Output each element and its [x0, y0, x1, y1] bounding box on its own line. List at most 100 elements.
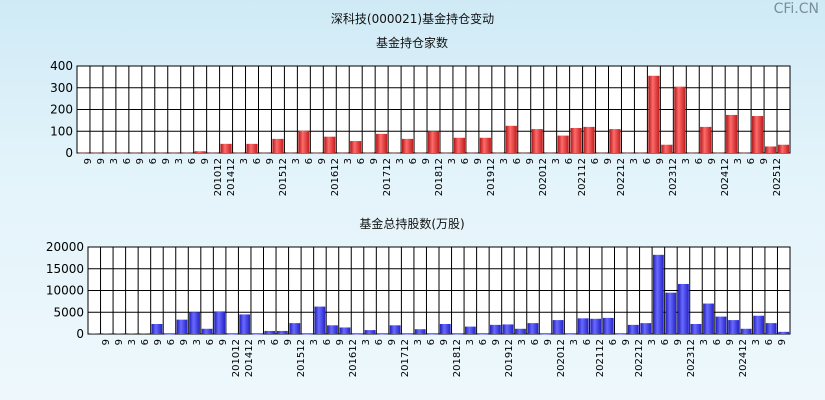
y-tick-label: 100: [50, 124, 73, 138]
x-tick-label: 9: [439, 339, 450, 345]
x-tick-label: 9: [101, 339, 112, 345]
x-tick-label: 6: [660, 339, 671, 345]
x-tick-label: 9: [759, 158, 770, 164]
bar: [301, 333, 313, 335]
bar: [466, 152, 478, 154]
bar: [103, 152, 115, 154]
bar: [728, 320, 739, 334]
bar: [337, 152, 349, 154]
x-tick-label: 6: [148, 158, 159, 164]
x-tick-label: 9: [265, 158, 276, 164]
bar: [88, 333, 100, 334]
bar: [90, 152, 103, 154]
x-tick-label: 9: [317, 158, 328, 164]
bar: [452, 333, 464, 335]
x-tick-label: 6: [166, 339, 177, 345]
bar: [324, 136, 336, 153]
x-tick-label: 6: [408, 158, 419, 164]
x-tick-label: 6: [590, 158, 601, 164]
bar: [527, 323, 539, 334]
bar: [155, 152, 167, 154]
bar: [687, 152, 699, 154]
bar: [700, 126, 712, 153]
bar: [77, 152, 90, 154]
x-tick-label: 9: [473, 158, 484, 164]
x-tick-label: 3: [733, 158, 744, 164]
watermark: CFi.CN: [773, 1, 819, 17]
x-tick-label: 9: [387, 339, 398, 345]
bar: [311, 152, 323, 154]
y-tick-label: 0: [65, 146, 73, 160]
bar: [214, 311, 226, 334]
bar: [615, 333, 627, 335]
bar: [126, 333, 138, 334]
x-tick-label: 201012: [213, 158, 224, 196]
bar: [427, 333, 439, 335]
bar: [239, 314, 251, 334]
bar: [661, 144, 673, 153]
x-tick-label: 202212: [616, 158, 627, 196]
x-tick-label: 9: [96, 158, 107, 164]
x-tick-label: 9: [218, 339, 229, 345]
bar: [339, 327, 351, 334]
bar: [142, 152, 154, 154]
bar: [251, 333, 263, 335]
x-tick-label: 9: [153, 339, 164, 345]
bar: [764, 146, 777, 153]
x-tick-label: 3: [499, 158, 510, 164]
x-tick-label: 9: [179, 339, 190, 345]
bar: [713, 152, 725, 154]
x-tick-label: 202312: [668, 158, 679, 196]
x-tick-label: 6: [270, 339, 281, 345]
x-tick-label: 9: [369, 158, 380, 164]
bar: [505, 125, 517, 153]
x-tick-label: 3: [465, 339, 476, 345]
x-tick-label: 9: [543, 339, 554, 345]
y-tick-label: 400: [50, 59, 73, 73]
bar: [276, 330, 288, 334]
x-tick-label: 201812: [434, 158, 445, 196]
x-tick-label: 6: [140, 339, 151, 345]
bar: [453, 137, 466, 153]
x-tick-label: 202112: [595, 339, 606, 377]
x-tick-label: 3: [395, 158, 406, 164]
x-tick-label: 9: [283, 339, 294, 345]
x-tick-label: 202512: [772, 158, 783, 196]
bar: [327, 325, 338, 334]
bar: [652, 254, 664, 334]
bar: [151, 323, 163, 334]
bar: [168, 152, 180, 154]
x-tick-label: 3: [517, 339, 528, 345]
bar: [540, 333, 551, 335]
bar: [479, 137, 491, 153]
y-tick-label: 20000: [46, 240, 84, 254]
bar: [207, 152, 219, 154]
x-tick-label: 9: [335, 339, 346, 345]
x-tick-label: 201412: [244, 339, 255, 377]
chart-title-count: 基金持仓家数: [376, 35, 448, 50]
x-tick-label: 6: [642, 158, 653, 164]
bar: [414, 152, 427, 154]
x-tick-label: 9: [777, 339, 788, 345]
bar: [515, 328, 526, 334]
x-tick-label: 201612: [348, 339, 359, 377]
bar: [602, 317, 614, 334]
bar: [590, 318, 602, 334]
bar: [389, 152, 401, 154]
x-tick-label: 201512: [296, 339, 307, 377]
bar: [233, 152, 245, 154]
x-tick-label: 6: [252, 158, 263, 164]
bar: [777, 144, 790, 153]
x-tick-label: 202412: [738, 339, 749, 377]
bar: [752, 116, 764, 153]
bar: [246, 143, 258, 153]
bar: [363, 152, 375, 154]
x-tick-label: 202112: [577, 158, 588, 196]
x-tick-label: 6: [764, 339, 775, 345]
bar: [259, 152, 271, 154]
bar: [364, 330, 376, 334]
x-tick-label: 201712: [400, 339, 411, 377]
